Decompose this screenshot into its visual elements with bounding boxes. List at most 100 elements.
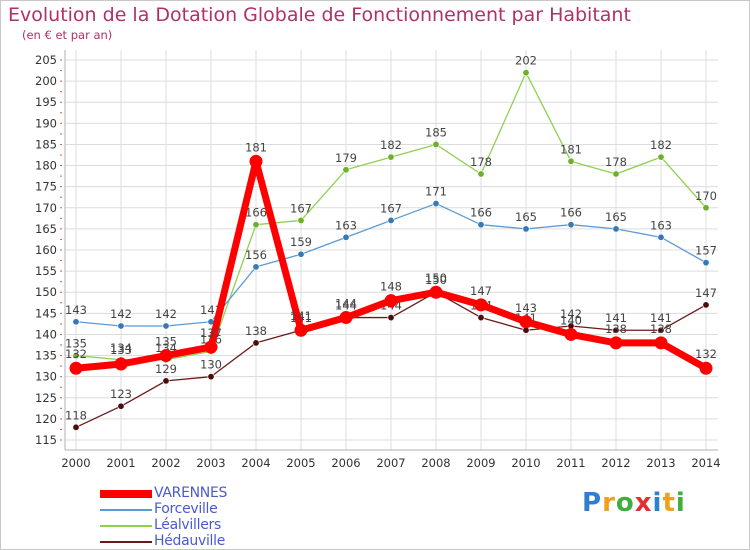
legend-swatch xyxy=(100,509,152,511)
data-label: 143 xyxy=(65,303,87,317)
x-tick-label: 2005 xyxy=(286,456,315,470)
data-label: 144 xyxy=(335,299,357,313)
y-tick-label: 190 xyxy=(35,116,57,130)
data-point xyxy=(294,323,308,337)
data-point xyxy=(387,314,395,322)
data-label: 165 xyxy=(515,210,537,224)
data-point xyxy=(699,361,713,375)
data-label: 181 xyxy=(245,140,267,154)
data-label: 118 xyxy=(65,408,87,422)
data-point xyxy=(612,170,620,178)
data-label: 134 xyxy=(110,341,132,355)
data-point xyxy=(477,314,485,322)
data-point xyxy=(162,322,170,330)
data-label: 144 xyxy=(335,297,357,311)
data-point xyxy=(567,157,575,165)
data-label: 178 xyxy=(470,155,492,169)
data-point xyxy=(387,216,395,224)
data-point xyxy=(432,140,440,148)
data-label: 147 xyxy=(695,286,717,300)
y-tick-label: 140 xyxy=(35,327,57,341)
y-tick-label: 170 xyxy=(35,201,57,215)
data-point xyxy=(657,326,665,334)
y-tick-label: 195 xyxy=(35,95,57,109)
y-tick-label: 150 xyxy=(35,285,57,299)
legend-swatch xyxy=(100,525,152,527)
x-tick-label: 2007 xyxy=(376,456,405,470)
data-label: 150 xyxy=(425,271,447,285)
y-tick-label: 200 xyxy=(35,74,57,88)
x-tick-label: 2000 xyxy=(61,456,90,470)
y-tick-label: 175 xyxy=(35,180,57,194)
y-tick-label: 165 xyxy=(35,222,57,236)
data-point xyxy=(654,336,668,350)
data-label: 167 xyxy=(380,201,402,215)
data-label: 142 xyxy=(560,307,582,321)
y-tick-label: 135 xyxy=(35,349,57,363)
data-point xyxy=(567,221,575,229)
data-point xyxy=(72,318,80,326)
data-label: 141 xyxy=(650,311,672,325)
data-label: 132 xyxy=(65,347,87,361)
line-chart: 115 120 125 130 135 140 145 150 155 160 165 170 175 1… xyxy=(35,50,721,470)
data-point xyxy=(477,170,485,178)
data-point xyxy=(519,315,533,329)
data-label: 185 xyxy=(425,125,447,139)
x-tick-label: 2009 xyxy=(466,456,495,470)
data-point xyxy=(252,221,260,229)
y-tick-label: 115 xyxy=(35,433,57,447)
data-point xyxy=(702,204,710,212)
data-point xyxy=(162,377,170,385)
data-point xyxy=(204,340,218,354)
data-point xyxy=(474,298,488,312)
data-point xyxy=(252,339,260,347)
data-point xyxy=(342,233,350,241)
data-label: 143 xyxy=(515,301,537,315)
data-label: 182 xyxy=(380,138,402,152)
data-point xyxy=(477,221,485,229)
data-label: 142 xyxy=(110,307,132,321)
chart-subtitle: (en € et par an) xyxy=(22,28,113,42)
data-label: 163 xyxy=(650,218,672,232)
data-point xyxy=(72,423,80,431)
x-tick-label: 2011 xyxy=(556,456,585,470)
data-label: 138 xyxy=(605,322,627,336)
data-label: 165 xyxy=(605,210,627,224)
data-label: 157 xyxy=(695,244,717,258)
x-tick-label: 2008 xyxy=(421,456,450,470)
data-point xyxy=(117,322,125,330)
data-label: 140 xyxy=(560,313,582,327)
data-label: 166 xyxy=(560,206,582,220)
legend-swatch xyxy=(100,490,152,498)
data-label: 159 xyxy=(290,235,312,249)
legend-label: Hédauville xyxy=(154,533,226,549)
x-tick-label: 2010 xyxy=(511,456,540,470)
data-point xyxy=(702,259,710,267)
legend-label: Léalvillers xyxy=(154,517,221,533)
data-point xyxy=(117,402,125,410)
x-tick-label: 2004 xyxy=(241,456,270,470)
data-point xyxy=(297,216,305,224)
data-point xyxy=(429,285,443,299)
data-label: 147 xyxy=(470,284,492,298)
data-label: 181 xyxy=(560,142,582,156)
y-tick-label: 125 xyxy=(35,391,57,405)
proxiti-logo: Proxiti xyxy=(582,488,686,518)
data-point xyxy=(609,336,623,350)
data-label: 138 xyxy=(245,324,267,338)
y-tick-label: 155 xyxy=(35,264,57,278)
x-tick-label: 2014 xyxy=(691,456,720,470)
y-tick-label: 160 xyxy=(35,243,57,257)
data-point xyxy=(657,233,665,241)
data-label: 171 xyxy=(425,185,447,199)
data-point xyxy=(387,153,395,161)
chart-title: Evolution de la Dotation Globale de Fonc… xyxy=(8,4,631,26)
data-point xyxy=(72,352,80,360)
data-point xyxy=(612,225,620,233)
data-label: 163 xyxy=(335,218,357,232)
data-label: 133 xyxy=(110,343,132,357)
data-point xyxy=(564,327,578,341)
data-label: 182 xyxy=(650,138,672,152)
y-tick-label: 205 xyxy=(35,53,57,67)
y-tick-label: 185 xyxy=(35,137,57,151)
